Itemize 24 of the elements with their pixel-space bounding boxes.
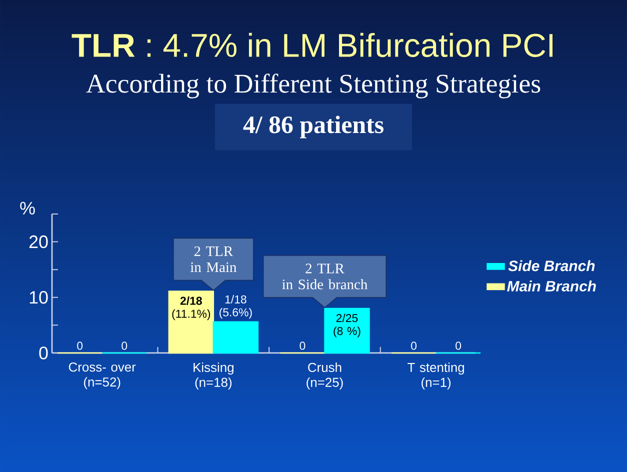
legend-label: Side Branch — [508, 260, 595, 272]
text: 4/ 86 patients — [243, 116, 384, 138]
chart-title: TLR : 4.7% in LM Bifurcation PCI — [72, 32, 552, 58]
y-tick-label: 10 — [30, 291, 48, 304]
data-label: 0 — [411, 342, 417, 350]
x-tick-label: Crush (n=25) — [306, 362, 343, 390]
data-label: 0 — [300, 342, 306, 350]
data-label: 0 — [456, 342, 462, 350]
data-label: 2/25 (8 %) — [334, 314, 360, 338]
x-tick-label: T stenting (n=1) — [408, 362, 464, 390]
data-label: 2/18 (11.1%) — [172, 296, 210, 320]
annotation: 2 TLR in Side branch — [282, 264, 368, 290]
data-label: 0 — [122, 342, 128, 350]
y-tick-label: 20 — [29, 235, 48, 248]
legend-label: Main Branch — [507, 280, 596, 292]
y-axis-title: % — [20, 202, 35, 214]
bar — [212, 321, 259, 354]
x-tick-label: Cross- over (n=52) — [68, 362, 136, 390]
y-tick-label: 0 — [39, 346, 48, 360]
data-label: 0 — [77, 342, 83, 350]
data-label: 1/18 (5.6%) — [220, 295, 252, 319]
annotation: 2 TLR in Main — [190, 246, 236, 272]
x-tick-label: Kissing (n=18) — [194, 362, 234, 390]
chart-subtitle: According to Different Stenting Strategies — [86, 74, 540, 98]
